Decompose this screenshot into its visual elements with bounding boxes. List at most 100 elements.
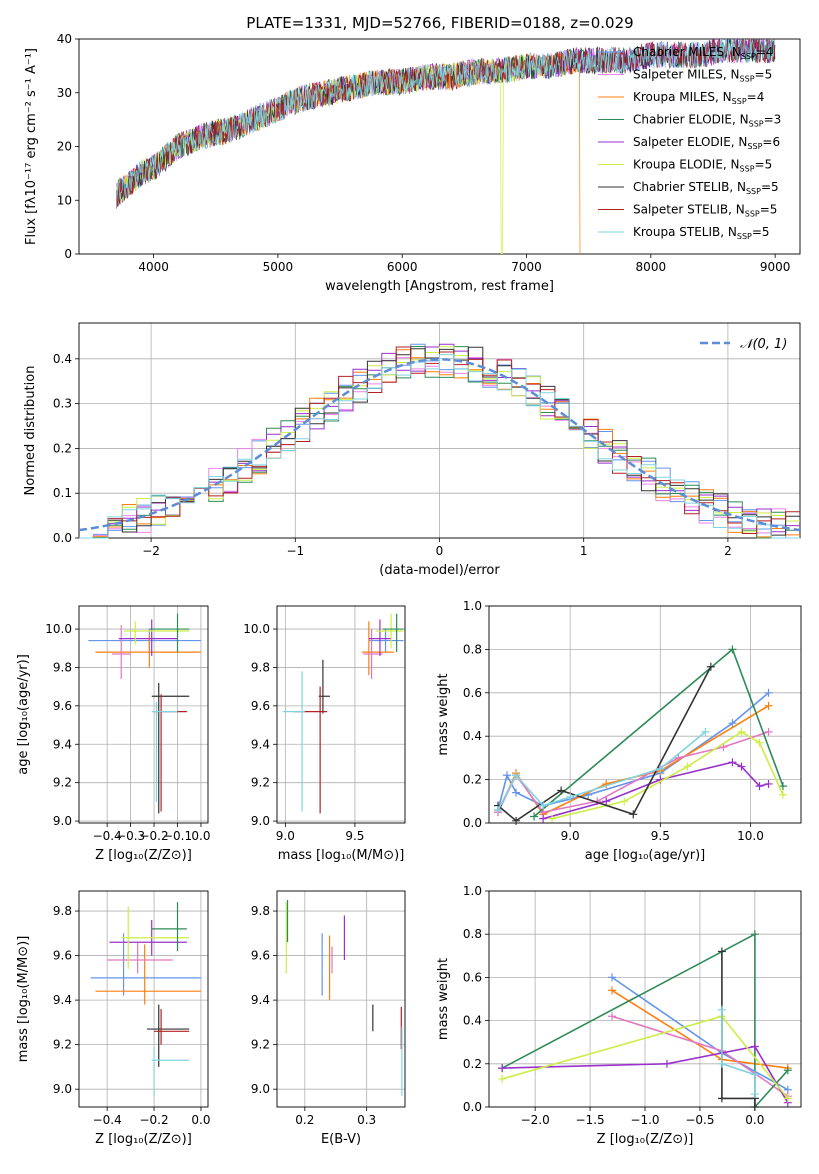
weight-marker <box>539 801 548 810</box>
y-tick-label: 9.8 <box>251 904 270 918</box>
y-tick-label: 9.8 <box>251 660 270 674</box>
spectrum-series-line <box>115 39 776 209</box>
weight-marker <box>608 986 617 995</box>
x-tick-label: 8000 <box>636 260 667 274</box>
x-tick-label: −2 <box>142 544 160 558</box>
weight-marker <box>737 727 746 736</box>
x-tick-label: 7000 <box>511 260 542 274</box>
weight-series-line <box>497 692 770 811</box>
legend-entry: Salpeter MILES, NSSP=5 <box>633 68 772 84</box>
weight-marker <box>783 1094 792 1103</box>
weight-marker <box>608 973 617 982</box>
weight-marker <box>750 1090 759 1099</box>
weight-marker <box>750 1103 759 1111</box>
x-tick-label: 9.0 <box>276 829 295 843</box>
y-axis-label: age [log₁₀(age/yr)] <box>16 654 31 775</box>
legend-entry: Kroupa STELIB, NSSP=5 <box>633 225 770 241</box>
weight-series-line <box>533 648 784 818</box>
residuals-panel: −2 −1 0 1 2 0.0 0.1 0.2 0.3 0.4 (data-model)/error… <box>23 322 801 578</box>
weight-marker <box>706 662 715 671</box>
weight-marker <box>717 1059 726 1068</box>
x-tick-label: 0.0 <box>191 1113 210 1127</box>
y-tick-label: 9.4 <box>251 993 270 1007</box>
weight-marker <box>717 1094 726 1103</box>
weight-series-line <box>497 731 706 811</box>
y-tick-label: 9.4 <box>53 737 72 751</box>
histogram-step <box>79 354 800 539</box>
weight-marker <box>498 1074 507 1083</box>
x-axis-label: age [log₁₀(age/yr)] <box>585 848 706 863</box>
legend-entry: Chabrier MILES, NSSP=4 <box>633 45 773 61</box>
weight-marker <box>728 758 737 767</box>
weight-marker <box>750 1070 759 1079</box>
x-tick-label: −0.4 <box>93 1113 122 1127</box>
x-axis-label: (data-model)/error <box>379 563 500 578</box>
weight-marker <box>503 771 512 780</box>
x-tick-label: 0.3 <box>357 1113 376 1127</box>
legend-entry: Salpeter STELIB, NSSP=5 <box>633 203 777 219</box>
x-tick-label: 9000 <box>760 260 791 274</box>
x-tick-label: 1 <box>580 544 588 558</box>
y-tick-label: 1.0 <box>463 599 482 613</box>
weight-marker <box>683 762 692 771</box>
legend-entry: Kroupa MILES, NSSP=4 <box>633 90 764 106</box>
spectrum-series-line <box>115 39 776 209</box>
y-tick-label: 0.0 <box>463 1100 482 1114</box>
x-tick-label: 2 <box>724 544 732 558</box>
x-tick-label: −0.2 <box>139 829 168 843</box>
y-tick-label: 10.0 <box>243 622 270 636</box>
y-tick-label: 30 <box>57 86 72 100</box>
weight-marker <box>717 947 726 956</box>
weight-marker <box>764 779 773 788</box>
mass_vs_Z-panel: −0.4 −0.2 0.0 9.0 9.2 9.4 9.6 9.8 Z [log₁₀(Z/Z⊙)… <box>16 890 211 1147</box>
weight-marker <box>602 797 611 806</box>
weight-series-line <box>502 1045 789 1104</box>
weight-marker <box>494 805 503 814</box>
y-tick-label: 0.0 <box>463 816 482 830</box>
weight-marker <box>755 738 764 747</box>
x-tick-label: 9.0 <box>561 829 580 843</box>
weight-marker <box>764 688 773 697</box>
spectrum-series-line <box>115 49 581 254</box>
y-tick-label: 0.2 <box>53 441 72 455</box>
axes-frame <box>488 605 802 824</box>
weight-series-line <box>721 1009 756 1094</box>
age_vs_mass-panel: 9.0 9.5 9.0 9.2 9.4 9.6 9.8 10.0 mass [log₁₀(M/M… <box>243 605 406 863</box>
weight-series-line <box>501 932 789 1110</box>
y-tick-label: 9.6 <box>251 699 270 713</box>
x-tick-label: −1.5 <box>576 1113 605 1127</box>
x-tick-label: −2.0 <box>521 1113 550 1127</box>
axes-frame <box>78 605 209 824</box>
y-tick-label: 0.8 <box>463 927 482 941</box>
x-tick-label: 10.0 <box>737 829 764 843</box>
x-tick-label: 0.0 <box>745 1113 764 1127</box>
weight-marker <box>539 814 548 823</box>
weight-marker <box>778 790 787 799</box>
weight-marker <box>728 645 737 654</box>
y-tick-label: 9.2 <box>53 776 72 790</box>
mass_vs_ebv-panel: 0.2 0.3 9.0 9.2 9.4 9.6 9.8 E(B-V) <box>251 890 406 1147</box>
y-tick-label: 0.4 <box>53 352 72 366</box>
weight-marker <box>629 810 638 819</box>
y-axis-label: mass weight <box>436 673 451 755</box>
weight-marker <box>701 727 710 736</box>
weight-marker <box>498 1064 507 1073</box>
y-tick-label: 20 <box>57 140 72 154</box>
y-tick-label: 0.0 <box>53 531 72 545</box>
weight-marker <box>557 786 566 795</box>
x-axis-label: Z [log₁₀(Z/Z⊙)] <box>597 1132 694 1147</box>
weight-marker <box>530 812 539 821</box>
axes-frame <box>488 890 802 1108</box>
y-tick-label: 9.0 <box>251 1082 270 1096</box>
y-axis-label: mass weight <box>436 958 451 1040</box>
y-tick-label: 9.6 <box>53 699 72 713</box>
weight-marker <box>750 930 759 939</box>
y-tick-label: 0.4 <box>463 1014 482 1028</box>
weight-marker <box>778 782 787 791</box>
x-axis-label: wavelength [Angstrom, rest frame] <box>325 279 554 294</box>
weight-marker <box>764 701 773 710</box>
y-tick-label: 9.6 <box>251 949 270 963</box>
weight-marker <box>548 814 557 823</box>
weight-marker <box>737 762 746 771</box>
